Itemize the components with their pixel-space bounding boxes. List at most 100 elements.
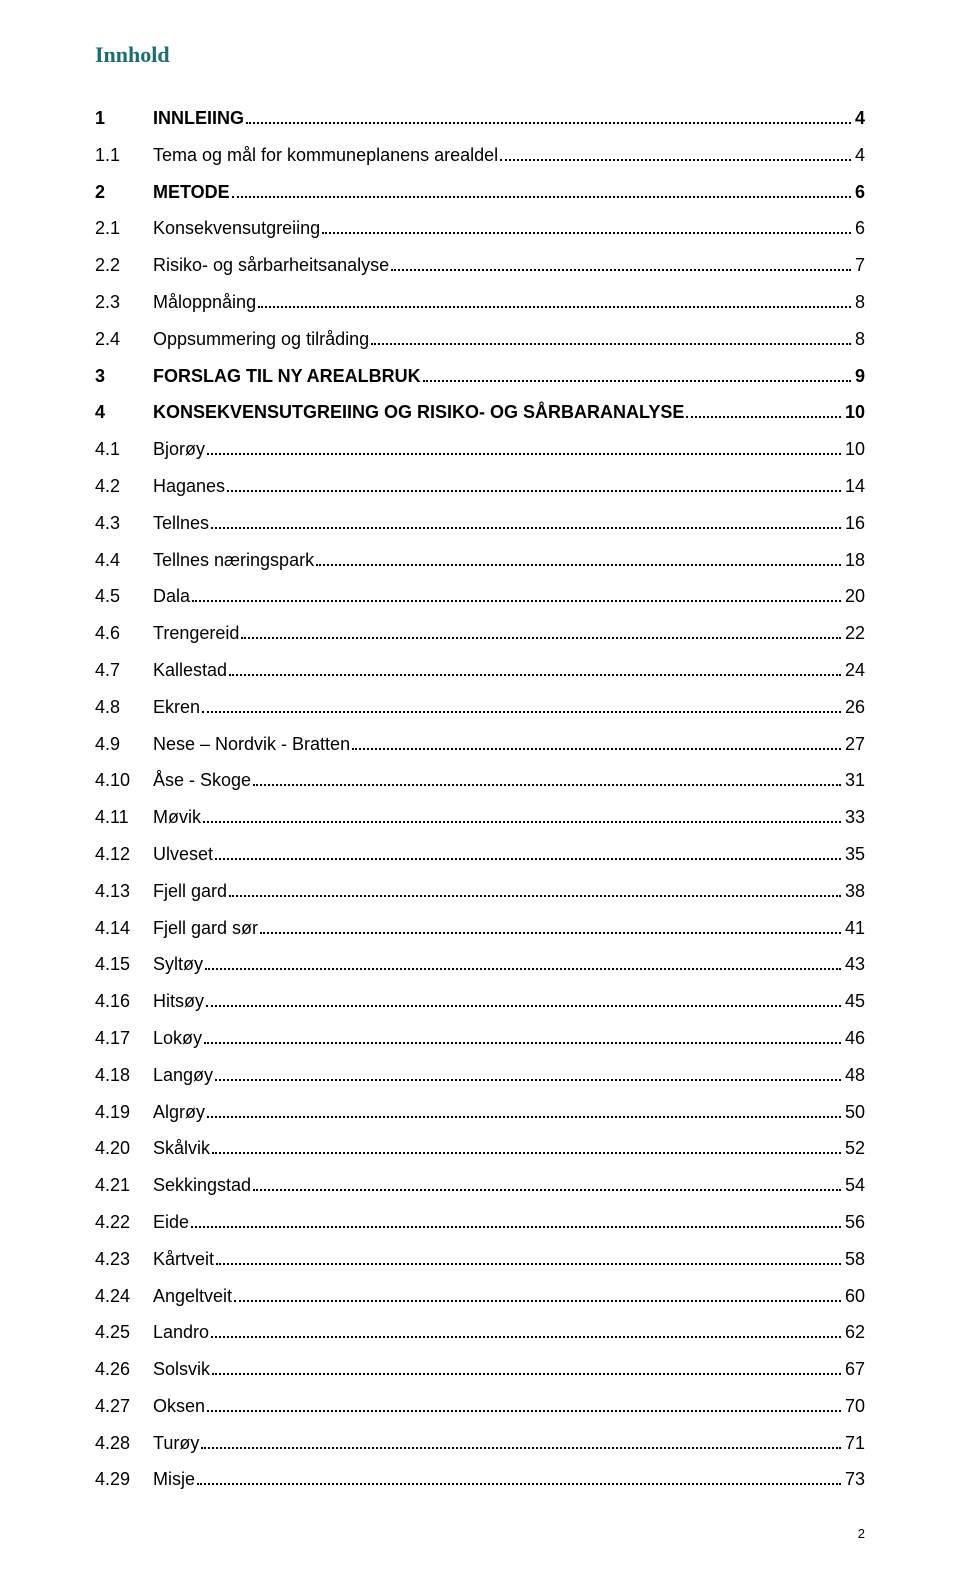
toc-entry-page: 43: [845, 952, 865, 976]
toc-entry[interactable]: 4.4Tellnes næringspark 18: [95, 548, 865, 572]
toc-entry[interactable]: 4.7Kallestad 24: [95, 658, 865, 682]
toc-entry-page: 52: [845, 1136, 865, 1160]
toc-entry-page: 38: [845, 879, 865, 903]
toc-entry[interactable]: 4.24Angeltveit 60: [95, 1284, 865, 1308]
toc-entry-label: Måloppnåing: [153, 290, 256, 314]
toc-entry-number: 4.7: [95, 658, 153, 682]
toc-entry[interactable]: 4.6Trengereid 22: [95, 621, 865, 645]
toc-entry-label: Fjell gard sør: [153, 916, 258, 940]
toc-leader-dots: [207, 1101, 841, 1117]
toc-entry-page: 4: [855, 106, 865, 130]
toc-entry[interactable]: 4.27Oksen 70: [95, 1394, 865, 1418]
toc-entry-label: Langøy: [153, 1063, 213, 1087]
toc-entry[interactable]: 1.1Tema og mål for kommuneplanens areald…: [95, 143, 865, 167]
toc-entry-number: 4.23: [95, 1247, 153, 1271]
toc-entry[interactable]: 4.14Fjell gard sør 41: [95, 916, 865, 940]
toc-entry[interactable]: 2.2Risiko- og sårbarheitsanalyse 7: [95, 253, 865, 277]
toc-entry-label: KONSEKVENSUTGREIING OG RISIKO- OG SÅRBAR…: [153, 400, 684, 424]
toc-entry-page: 10: [845, 437, 865, 461]
toc-entry-label: Åse - Skoge: [153, 768, 251, 792]
toc-entry-label: FORSLAG TIL NY AREALBRUK: [153, 364, 421, 388]
toc-leader-dots: [253, 770, 841, 786]
toc-entry[interactable]: 1INNLEIING 4: [95, 106, 865, 130]
toc-leader-dots: [258, 292, 851, 308]
toc-entry-page: 46: [845, 1026, 865, 1050]
toc-entry-number: 2.3: [95, 290, 153, 314]
toc-leader-dots: [205, 954, 841, 970]
toc-entry-label: Syltøy: [153, 952, 203, 976]
toc-entry[interactable]: 3FORSLAG TIL NY AREALBRUK 9: [95, 364, 865, 388]
toc-leader-dots: [371, 328, 851, 344]
toc-entry[interactable]: 2.4Oppsummering og tilråding 8: [95, 327, 865, 351]
toc-leader-dots: [253, 1175, 841, 1191]
toc-entry-number: 4.24: [95, 1284, 153, 1308]
toc-entry[interactable]: 4.17Lokøy 46: [95, 1026, 865, 1050]
toc-leader-dots: [241, 623, 841, 639]
toc-entry-number: 4.13: [95, 879, 153, 903]
toc-entry-number: 4.18: [95, 1063, 153, 1087]
toc-entry-number: 2: [95, 180, 153, 204]
toc-leader-dots: [216, 1248, 841, 1264]
toc-entry[interactable]: 2METODE 6: [95, 180, 865, 204]
toc-entry[interactable]: 4.10Åse - Skoge 31: [95, 768, 865, 792]
toc-entry[interactable]: 2.3Måloppnåing 8: [95, 290, 865, 314]
toc-entry[interactable]: 4.11Møvik 33: [95, 805, 865, 829]
toc-entry[interactable]: 4.21Sekkingstad 54: [95, 1173, 865, 1197]
toc-entry[interactable]: 4.16Hitsøy 45: [95, 989, 865, 1013]
toc-entry-number: 4.26: [95, 1357, 153, 1381]
toc-entry[interactable]: 4.23Kårtveit 58: [95, 1247, 865, 1271]
toc-entry-page: 16: [845, 511, 865, 535]
toc-entry-page: 41: [845, 916, 865, 940]
toc-entry[interactable]: 4.2Haganes 14: [95, 474, 865, 498]
toc-entry[interactable]: 4.9Nese – Nordvik - Bratten 27: [95, 732, 865, 756]
toc-entry[interactable]: 4.25Landro 62: [95, 1320, 865, 1344]
toc-entry-label: Bjorøy: [153, 437, 205, 461]
toc-leader-dots: [260, 917, 841, 933]
toc-entry-label: Tema og mål for kommuneplanens arealdel: [153, 143, 498, 167]
toc-entry[interactable]: 4.12Ulveset 35: [95, 842, 865, 866]
toc-entry[interactable]: 4.29Misje 73: [95, 1467, 865, 1491]
toc-entry[interactable]: 2.1Konsekvensutgreiing 6: [95, 216, 865, 240]
toc-leader-dots: [207, 439, 841, 455]
toc-entry[interactable]: 4.5Dala 20: [95, 584, 865, 608]
toc-entry[interactable]: 4.18Langøy 48: [95, 1063, 865, 1087]
toc-entry-label: Tellnes: [153, 511, 209, 535]
toc-entry[interactable]: 4.1Bjorøy 10: [95, 437, 865, 461]
toc-entry[interactable]: 4.3Tellnes 16: [95, 511, 865, 535]
toc-entry-page: 9: [855, 364, 865, 388]
toc-entry-label: Lokøy: [153, 1026, 202, 1050]
toc-entry[interactable]: 4.19Algrøy 50: [95, 1100, 865, 1124]
toc-entry[interactable]: 4KONSEKVENSUTGREIING OG RISIKO- OG SÅRBA…: [95, 400, 865, 424]
toc-entry-label: Sekkingstad: [153, 1173, 251, 1197]
toc-entry-label: INNLEIING: [153, 106, 244, 130]
toc-entry-page: 7: [855, 253, 865, 277]
toc-entry-label: Oksen: [153, 1394, 205, 1418]
toc-entry-number: 1: [95, 106, 153, 130]
toc-entry[interactable]: 4.28Turøy 71: [95, 1431, 865, 1455]
toc-entry-number: 4.2: [95, 474, 153, 498]
toc-entry-label: Skålvik: [153, 1136, 210, 1160]
toc-entry-label: Hitsøy: [153, 989, 204, 1013]
toc-entry-page: 33: [845, 805, 865, 829]
toc-entry-number: 4.1: [95, 437, 153, 461]
toc-leader-dots: [211, 512, 841, 528]
toc-entry-number: 4.20: [95, 1136, 153, 1160]
toc-entry-number: 4.14: [95, 916, 153, 940]
toc-entry[interactable]: 4.13Fjell gard 38: [95, 879, 865, 903]
toc-entry-page: 22: [845, 621, 865, 645]
toc-entry-label: Trengereid: [153, 621, 239, 645]
toc-entry[interactable]: 4.20Skålvik 52: [95, 1136, 865, 1160]
toc-entry[interactable]: 4.8Ekren 26: [95, 695, 865, 719]
toc-entry[interactable]: 4.15Syltøy 43: [95, 952, 865, 976]
toc-entry-number: 4.16: [95, 989, 153, 1013]
toc-entry-page: 10: [845, 400, 865, 424]
toc-leader-dots: [246, 108, 851, 124]
toc-entry-page: 8: [855, 327, 865, 351]
toc-entry[interactable]: 4.22Eide 56: [95, 1210, 865, 1234]
toc-leader-dots: [202, 696, 841, 712]
toc-entry-number: 4.12: [95, 842, 153, 866]
toc-entry[interactable]: 4.26Solsvik 67: [95, 1357, 865, 1381]
toc-entry-number: 4.9: [95, 732, 153, 756]
toc-entry-number: 4.6: [95, 621, 153, 645]
toc-entry-number: 4.10: [95, 768, 153, 792]
